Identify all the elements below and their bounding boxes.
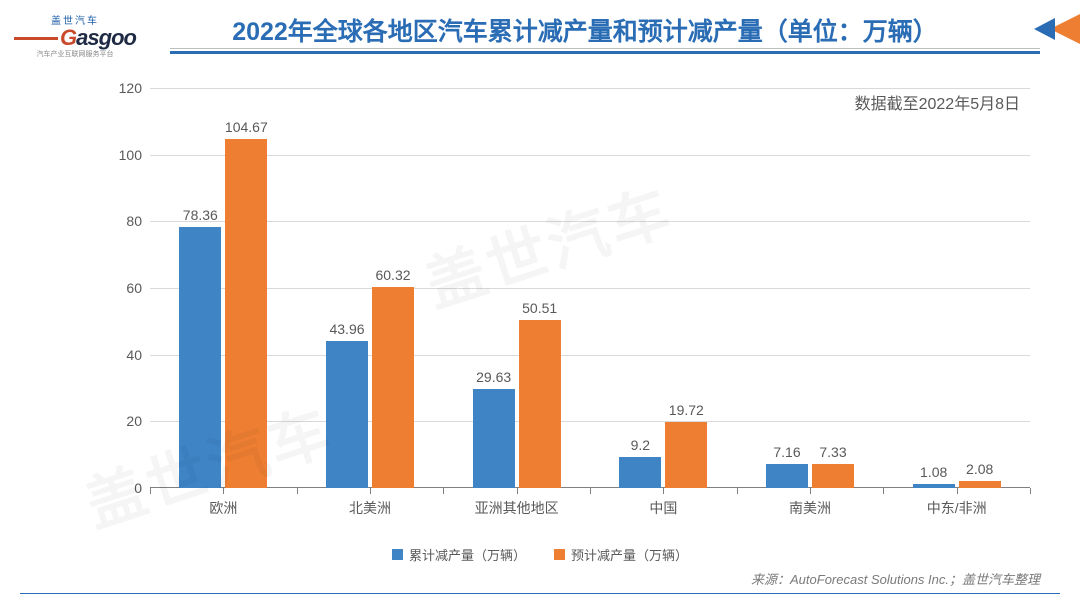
bar [959,481,1001,488]
bar-value-label: 19.72 [669,402,704,418]
bar-value-label: 43.96 [329,321,364,337]
bar [225,139,267,488]
bar-value-label: 104.67 [225,119,268,135]
bar [913,484,955,488]
bar-value-label: 50.51 [522,300,557,316]
bar [766,464,808,488]
y-tick-label: 100 [102,147,142,163]
corner-arrow-icon [1030,14,1080,44]
x-category-label: 南美洲 [789,498,831,518]
logo-sub: 汽车产业互联网服务平台 [37,49,114,59]
bar-value-label: 78.36 [183,207,218,223]
x-tick [370,488,371,494]
gridline [150,155,1030,156]
legend-item: 累计减产量（万辆） [392,545,526,564]
gridline [150,421,1030,422]
x-tick [517,488,518,494]
bar [619,457,661,488]
x-category-label: 中国 [649,498,677,518]
x-category-label: 北美洲 [349,498,391,518]
x-tick [883,488,884,494]
gridline [150,355,1030,356]
bar-value-label: 7.33 [819,444,846,460]
bar [179,227,221,488]
source-attribution: 来源：AutoForecast Solutions Inc.；盖世汽车整理 [751,569,1040,588]
y-tick-label: 20 [102,413,142,429]
x-tick [297,488,298,494]
logo: 盖世汽车 Gasgoo 汽车产业互联网服务平台 [20,12,130,59]
chart-area: 0 20 40 60 80 100 120 78.36 104.67 欧洲 43.96 60.32 北美… [100,78,1040,528]
y-tick-label: 120 [102,80,142,96]
x-tick [1030,488,1031,494]
legend: 累计减产量（万辆） 预计减产量（万辆） [392,545,688,564]
bar-value-label: 29.63 [476,369,511,385]
x-tick [223,488,224,494]
x-category-label: 亚洲其他地区 [475,498,559,518]
legend-item: 预计减产量（万辆） [554,545,688,564]
legend-swatch [392,549,403,560]
bar [473,389,515,488]
title-underline [170,48,1040,58]
gridline [150,288,1030,289]
bar-value-label: 7.16 [773,444,800,460]
legend-label: 预计减产量（万辆） [571,545,688,564]
bar [326,341,368,488]
x-tick [663,488,664,494]
header: 盖世汽车 Gasgoo 汽车产业互联网服务平台 2022年全球各地区汽车累计减产… [0,0,1080,60]
x-tick [957,488,958,494]
bar-value-label: 2.08 [966,461,993,477]
chart-title: 2022年全球各地区汽车累计减产量和预计减产量（单位：万辆） [170,12,1000,48]
bar-value-label: 60.32 [375,267,410,283]
y-tick-label: 60 [102,280,142,296]
bar [519,320,561,488]
plot-region: 02040608010012078.36104.67欧洲43.9660.32北美… [150,88,1030,488]
bar [372,287,414,488]
gridline [150,88,1030,89]
bar [812,464,854,488]
x-tick [443,488,444,494]
y-tick-label: 0 [102,480,142,496]
y-tick-label: 80 [102,213,142,229]
x-tick [590,488,591,494]
gridline [150,221,1030,222]
x-tick [150,488,151,494]
bar-value-label: 1.08 [920,464,947,480]
legend-swatch [554,549,565,560]
bar-value-label: 9.2 [631,437,650,453]
logo-en: Gasgoo [14,27,136,49]
x-tick [737,488,738,494]
bar [665,422,707,488]
x-category-label: 中东/非洲 [927,498,987,518]
x-category-label: 欧洲 [209,498,237,518]
y-tick-label: 40 [102,347,142,363]
bottom-rule [20,593,1060,594]
legend-label: 累计减产量（万辆） [409,545,526,564]
x-tick [810,488,811,494]
